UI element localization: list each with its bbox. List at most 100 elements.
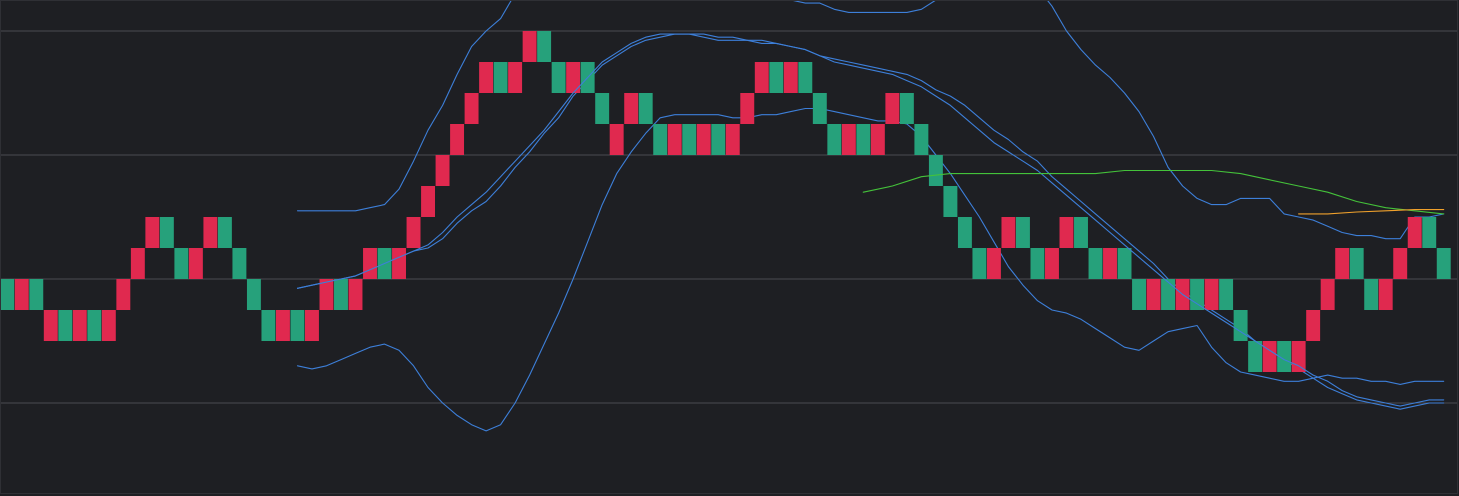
renko-brick-65 [943,186,958,217]
renko-brick-42 [609,124,624,155]
renko-brick-4 [58,310,73,341]
renko-brick-90 [1306,310,1321,341]
renko-brick-58 [841,124,856,155]
bollinger-upper-line-0 [296,0,1445,240]
renko-brick-30 [435,155,450,186]
renko-brick-72 [1045,248,1059,279]
moving-average-line-5 [1298,209,1445,215]
renko-brick-44 [638,93,653,124]
renko-brick-93 [1349,248,1364,279]
renko-brick-34 [493,62,508,93]
renko-brick-87 [1262,341,1277,372]
renko-brick-53 [769,62,784,93]
renko-brick-3 [43,310,58,341]
renko-brick-96 [1393,248,1408,279]
renko-brick-56 [812,93,827,124]
renko-brick-86 [1248,341,1263,372]
renko-brick-78 [1132,279,1146,310]
moving-average-line-2 [296,33,1445,407]
renko-brick-92 [1335,248,1350,279]
renko-brick-37 [537,31,552,62]
renko-brick-83 [1204,279,1219,310]
renko-brick-6 [87,310,102,341]
moving-averages [296,33,1445,407]
renko-brick-22 [319,279,334,310]
renko-brick-66 [957,217,972,248]
moving-average-line-4 [862,169,1445,215]
renko-brick-98 [1422,217,1437,248]
renko-brick-73 [1059,217,1074,248]
renko-brick-25 [363,248,377,279]
renko-brick-70 [1015,217,1030,248]
renko-brick-13 [188,248,203,279]
renko-brick-64 [928,155,943,186]
renko-brick-75 [1088,248,1103,279]
renko-brick-28 [406,217,421,248]
renko-brick-97 [1407,217,1422,248]
renko-brick-74 [1074,217,1088,248]
renko-brick-45 [653,124,668,155]
renko-brick-36 [522,31,537,62]
renko-brick-32 [464,93,479,124]
renko-brick-62 [899,93,914,124]
renko-brick-88 [1277,341,1292,372]
renko-brick-10 [145,217,160,248]
renko-brick-89 [1291,341,1306,372]
renko-brick-80 [1161,279,1176,310]
renko-brick-39 [566,62,581,93]
renko-brick-12 [174,248,189,279]
renko-brick-0 [0,279,15,310]
renko-brick-82 [1190,279,1205,310]
bollinger-lower-line-3 [296,107,1445,432]
renko-brick-11 [159,217,174,248]
renko-brick-50 [725,124,740,155]
renko-brick-69 [1001,217,1016,248]
renko-brick-47 [682,124,697,155]
renko-brick-54 [783,62,798,93]
renko-brick-95 [1378,279,1393,310]
renko-brick-68 [986,248,1001,279]
renko-brick-48 [696,124,711,155]
renko-brick-1 [14,279,29,310]
renko-brick-76 [1103,248,1117,279]
renko-brick-99 [1436,248,1451,279]
renko-brick-71 [1030,248,1045,279]
renko-brick-23 [334,279,348,310]
renko-brick-52 [754,62,769,93]
renko-brick-63 [914,124,929,155]
renko-brick-2 [29,279,44,310]
renko-brick-51 [740,93,755,124]
renko-brick-49 [711,124,726,155]
renko-brick-67 [972,248,987,279]
renko-brick-77 [1117,248,1132,279]
renko-brick-91 [1320,279,1335,310]
renko-brick-24 [348,279,363,310]
renko-brick-31 [450,124,465,155]
renko-brick-94 [1364,279,1379,310]
renko-brick-21 [305,310,319,341]
renko-brick-16 [232,248,247,279]
renko-brick-55 [798,62,813,93]
renko-brick-60 [870,124,885,155]
renko-bricks [0,31,1451,372]
renko-brick-61 [885,93,900,124]
renko-brick-57 [827,124,842,155]
renko-brick-8 [116,279,131,310]
renko-brick-84 [1219,279,1234,310]
renko-brick-14 [203,217,218,248]
renko-brick-17 [246,279,261,310]
renko-brick-79 [1146,279,1161,310]
renko-brick-29 [421,186,436,217]
renko-brick-85 [1233,310,1248,341]
renko-brick-35 [508,62,523,93]
renko-brick-15 [217,217,232,248]
renko-brick-18 [261,310,276,341]
renko-brick-46 [667,124,682,155]
renko-brick-19 [275,310,290,341]
renko-brick-9 [130,248,145,279]
renko-brick-7 [101,310,116,341]
renko-brick-20 [290,310,305,341]
